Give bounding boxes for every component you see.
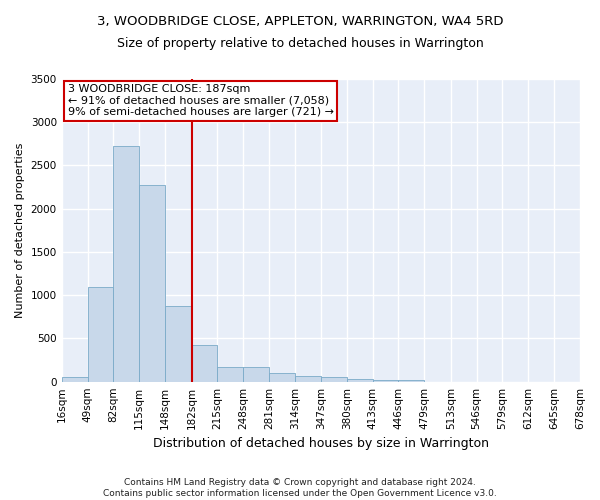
Text: Contains HM Land Registry data © Crown copyright and database right 2024.
Contai: Contains HM Land Registry data © Crown c… [103,478,497,498]
Bar [88,286,113,382]
Bar [62,378,88,382]
Bar [244,366,269,382]
Bar [269,372,295,382]
Bar [321,377,347,382]
Bar [139,184,165,382]
Y-axis label: Number of detached properties: Number of detached properties [15,142,25,318]
Bar [165,306,191,382]
Bar [398,380,424,382]
Bar [373,380,398,382]
Bar [295,376,321,382]
Bar [113,146,139,382]
Text: 3 WOODBRIDGE CLOSE: 187sqm
← 91% of detached houses are smaller (7,058)
9% of se: 3 WOODBRIDGE CLOSE: 187sqm ← 91% of deta… [68,84,334,117]
Bar [347,378,373,382]
Text: 3, WOODBRIDGE CLOSE, APPLETON, WARRINGTON, WA4 5RD: 3, WOODBRIDGE CLOSE, APPLETON, WARRINGTO… [97,15,503,28]
Bar [191,346,217,382]
X-axis label: Distribution of detached houses by size in Warrington: Distribution of detached houses by size … [153,437,489,450]
Text: Size of property relative to detached houses in Warrington: Size of property relative to detached ho… [116,38,484,51]
Bar [217,366,244,382]
